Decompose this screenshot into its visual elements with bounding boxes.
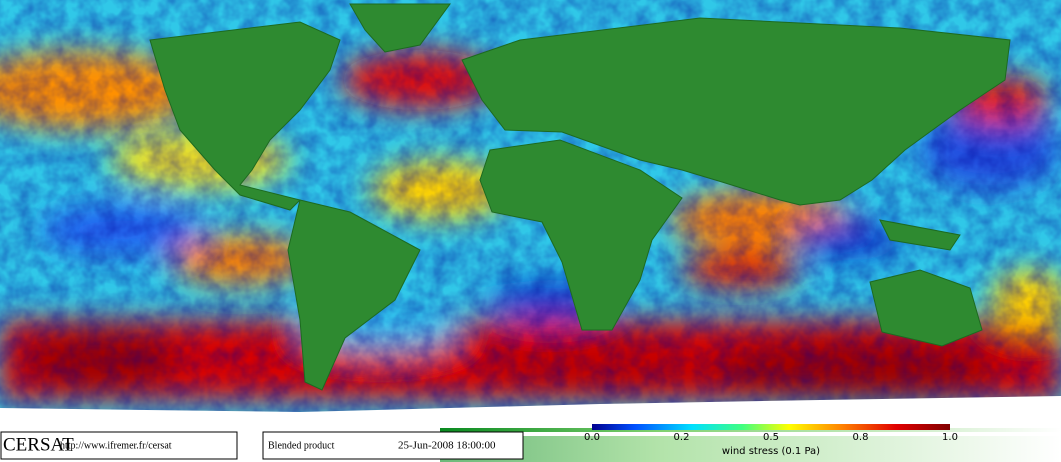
continents bbox=[149, 3, 1011, 391]
logo-box bbox=[0, 431, 238, 460]
colorbar-tick-label: 1.0 bbox=[942, 432, 958, 443]
colorbar-tick-label: 0.2 bbox=[674, 432, 690, 443]
colorbar bbox=[592, 424, 950, 430]
product-box bbox=[262, 431, 524, 460]
product-name: Blended product bbox=[268, 440, 335, 451]
map bbox=[0, 0, 1061, 432]
colorbar-tick-label: 0.5 bbox=[763, 432, 779, 443]
ice-band bbox=[440, 436, 1061, 462]
colorbar-tick-label: 0.8 bbox=[853, 432, 869, 443]
antarctica bbox=[0, 396, 1061, 432]
logo: CERSAT bbox=[3, 434, 74, 455]
colorbar-tick-label: 0.0 bbox=[584, 432, 600, 443]
colorbar-label: wind stress (0.1 Pa) bbox=[722, 446, 820, 457]
product-date: 25-Jun-2008 18:00:00 bbox=[398, 440, 496, 452]
colorbar-ticks: 0.0 0.2 0.5 0.8 1.0 bbox=[584, 432, 958, 443]
url: http://www.ifremer.fr/cersat bbox=[60, 440, 172, 451]
